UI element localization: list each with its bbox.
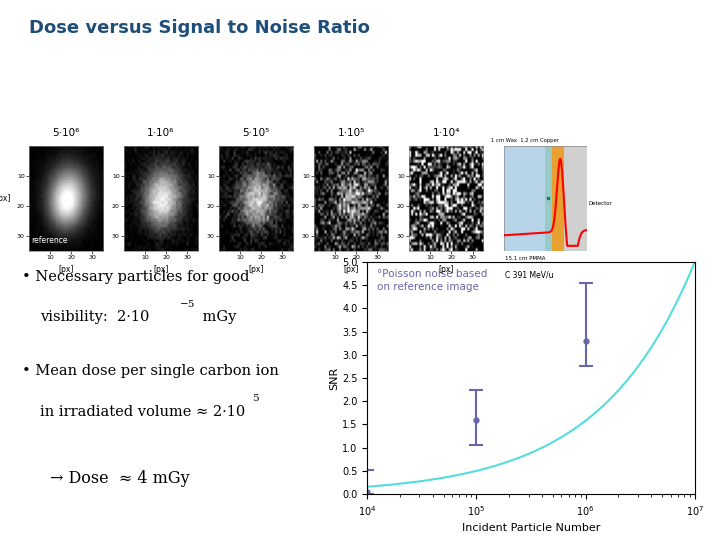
Text: [px]: [px] xyxy=(248,265,264,274)
Y-axis label: SNR: SNR xyxy=(329,366,339,390)
Text: reference: reference xyxy=(31,236,68,245)
Text: 5·10⁵: 5·10⁵ xyxy=(243,127,269,138)
Text: Dose versus Signal to Noise Ratio: Dose versus Signal to Noise Ratio xyxy=(29,19,369,37)
Text: |: | xyxy=(158,522,161,530)
Text: [px]: [px] xyxy=(0,194,11,203)
Text: [px]: [px] xyxy=(153,265,168,274)
Text: 1·10⁵: 1·10⁵ xyxy=(338,127,364,138)
Text: −5: −5 xyxy=(180,300,195,309)
Bar xyxy=(546,146,552,251)
Bar xyxy=(564,146,587,251)
Text: C 391 MeV/u: C 391 MeV/u xyxy=(505,270,554,279)
Text: 5: 5 xyxy=(252,394,258,403)
Text: Detector: Detector xyxy=(589,201,613,206)
Text: [px]: [px] xyxy=(58,265,73,274)
Text: 5·10⁶: 5·10⁶ xyxy=(52,127,80,138)
Text: • Necessary particles for good: • Necessary particles for good xyxy=(22,270,249,284)
Text: °Poisson noise based
on reference image: °Poisson noise based on reference image xyxy=(377,269,487,292)
X-axis label: Incident Particle Number: Incident Particle Number xyxy=(462,523,600,533)
Text: mGy: mGy xyxy=(198,310,236,325)
Text: Research Group Heavy Ion Therapy: Research Group Heavy Ion Therapy xyxy=(324,522,459,530)
Text: [px]: [px] xyxy=(343,265,359,274)
Text: visibility:  2·10: visibility: 2·10 xyxy=(40,310,149,325)
Bar xyxy=(552,146,564,251)
Text: 1 cm Wax  1.2 cm Copper: 1 cm Wax 1.2 cm Copper xyxy=(491,138,559,143)
Text: → Dose  ≈ 4 mGy: → Dose ≈ 4 mGy xyxy=(50,470,190,487)
Text: [px]: [px] xyxy=(438,265,454,274)
Bar xyxy=(504,146,564,251)
Text: 1·10⁴: 1·10⁴ xyxy=(432,127,460,138)
Text: • Mean dose per single carbon ion: • Mean dose per single carbon ion xyxy=(22,364,279,379)
Text: in irradiated volume ≈ 2·10: in irradiated volume ≈ 2·10 xyxy=(40,405,245,419)
Text: 15.1 cm PMMA: 15.1 cm PMMA xyxy=(505,256,546,261)
Text: Lucas Huber: Lucas Huber xyxy=(180,522,228,530)
Text: 9/9/2020  |   Page 16: 9/9/2020 | Page 16 xyxy=(7,522,86,530)
Text: dkfz.: dkfz. xyxy=(667,519,702,532)
Text: 1·10⁶: 1·10⁶ xyxy=(147,127,175,138)
